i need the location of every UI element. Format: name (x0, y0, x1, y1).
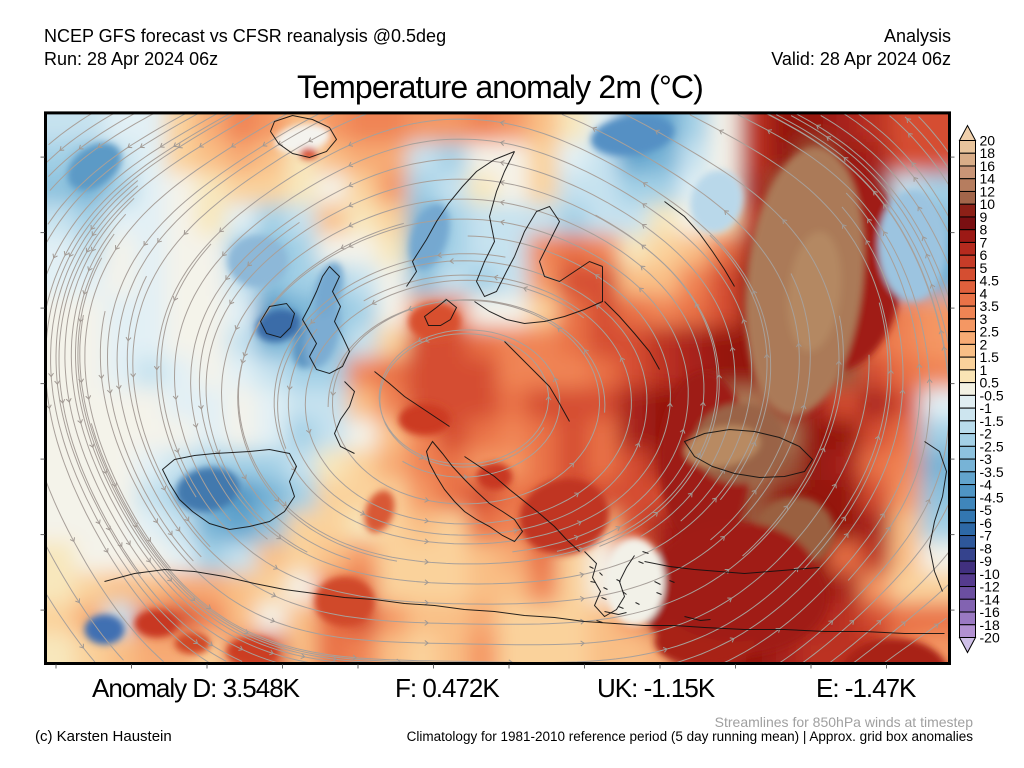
svg-text:18: 18 (980, 145, 996, 161)
svg-text:2.5: 2.5 (980, 324, 1000, 340)
svg-text:-2: -2 (980, 426, 993, 442)
svg-text:4: 4 (980, 285, 988, 301)
svg-text:4.5: 4.5 (980, 273, 1000, 289)
svg-text:-20: -20 (980, 630, 1000, 646)
svg-text:-12: -12 (980, 579, 1000, 595)
svg-text:5: 5 (980, 260, 988, 276)
svg-text:6: 6 (980, 247, 988, 263)
svg-text:8: 8 (980, 222, 988, 238)
svg-text:-16: -16 (980, 604, 1000, 620)
svg-text:-4: -4 (980, 477, 993, 493)
svg-text:-9: -9 (980, 553, 993, 569)
svg-text:-6: -6 (980, 515, 993, 531)
svg-text:3.5: 3.5 (980, 298, 1000, 314)
svg-text:-5: -5 (980, 502, 993, 518)
svg-text:-4.5: -4.5 (980, 489, 1004, 505)
svg-text:-2.5: -2.5 (980, 438, 1004, 454)
svg-text:16: 16 (980, 158, 996, 174)
svg-text:-18: -18 (980, 617, 1000, 633)
svg-text:-10: -10 (980, 566, 1000, 582)
svg-text:-14: -14 (980, 591, 1000, 607)
svg-text:-8: -8 (980, 540, 993, 556)
svg-text:14: 14 (980, 171, 996, 187)
svg-text:3: 3 (980, 311, 988, 327)
svg-text:9: 9 (980, 209, 988, 225)
svg-text:1: 1 (980, 362, 988, 378)
svg-text:2: 2 (980, 336, 988, 352)
svg-text:-1: -1 (980, 400, 993, 416)
svg-text:-3: -3 (980, 451, 993, 467)
svg-text:20: 20 (980, 133, 996, 149)
svg-text:-0.5: -0.5 (980, 387, 1004, 403)
svg-text:0.5: 0.5 (980, 375, 1000, 391)
svg-text:-1.5: -1.5 (980, 413, 1004, 429)
svg-text:10: 10 (980, 196, 996, 212)
svg-text:12: 12 (980, 183, 996, 199)
svg-text:-7: -7 (980, 528, 993, 544)
svg-text:7: 7 (980, 234, 988, 250)
svg-text:1.5: 1.5 (980, 349, 1000, 365)
svg-text:-3.5: -3.5 (980, 464, 1004, 480)
